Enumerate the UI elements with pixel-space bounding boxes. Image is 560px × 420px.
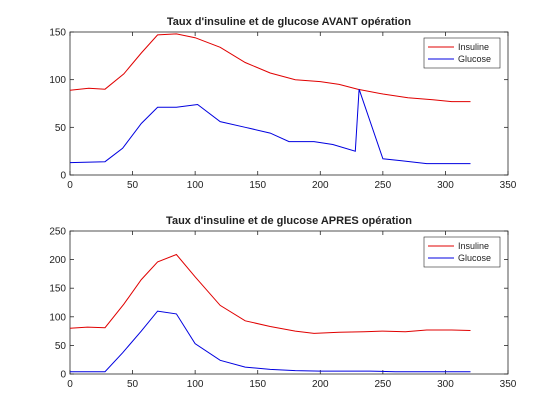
x-tick-label: 200 [312,379,329,390]
x-tick-label: 150 [249,379,266,390]
legend-box [423,236,501,268]
legend-box [423,37,501,69]
y-tick-label: 100 [49,312,66,323]
x-tick-label: 50 [127,379,139,390]
y-tick-label: 150 [49,28,66,39]
legend-label: Insuline [458,42,489,52]
x-tick-label: 300 [437,379,454,390]
chart-avant: Taux d'insuline et de glucose AVANT opér… [49,16,516,191]
x-tick-label: 350 [500,379,517,390]
y-tick-label: 50 [55,123,67,134]
x-tick-label: 100 [187,379,204,390]
legend: Insuline Glucose [423,37,501,69]
chart-apres: Taux d'insuline et de glucose APRES opér… [49,215,516,390]
x-tick-label: 300 [437,180,454,191]
legend: Insuline Glucose [423,236,501,268]
chart-title: Taux d'insuline et de glucose APRES opér… [166,215,412,227]
legend-label: Glucose [458,54,491,64]
x-tick-label: 100 [187,180,204,191]
x-tick-label: 200 [312,180,329,191]
y-tick-label: 250 [49,227,66,238]
y-tick-label: 0 [60,370,66,381]
series-line-glucose [69,89,471,165]
series-line-insuline [69,253,471,334]
x-tick-label: 250 [375,379,392,390]
x-tick-label: 250 [375,180,392,191]
y-tick-label: 150 [49,284,66,295]
x-tick-label: 0 [67,180,73,191]
y-tick-label: 50 [55,341,67,352]
x-tick-label: 350 [500,180,517,191]
series-line-glucose [70,310,471,373]
x-tick-label: 0 [67,379,73,390]
legend-label: Insuline [458,241,489,251]
x-tick-label: 50 [127,180,139,191]
chart-title: Taux d'insuline et de glucose AVANT opér… [167,16,412,28]
y-tick-label: 0 [60,171,66,182]
y-tick-label: 100 [49,75,66,86]
legend-label: Glucose [458,253,491,263]
series-line-insuline [69,33,471,103]
x-tick-label: 150 [249,180,266,191]
y-tick-label: 200 [49,255,66,266]
